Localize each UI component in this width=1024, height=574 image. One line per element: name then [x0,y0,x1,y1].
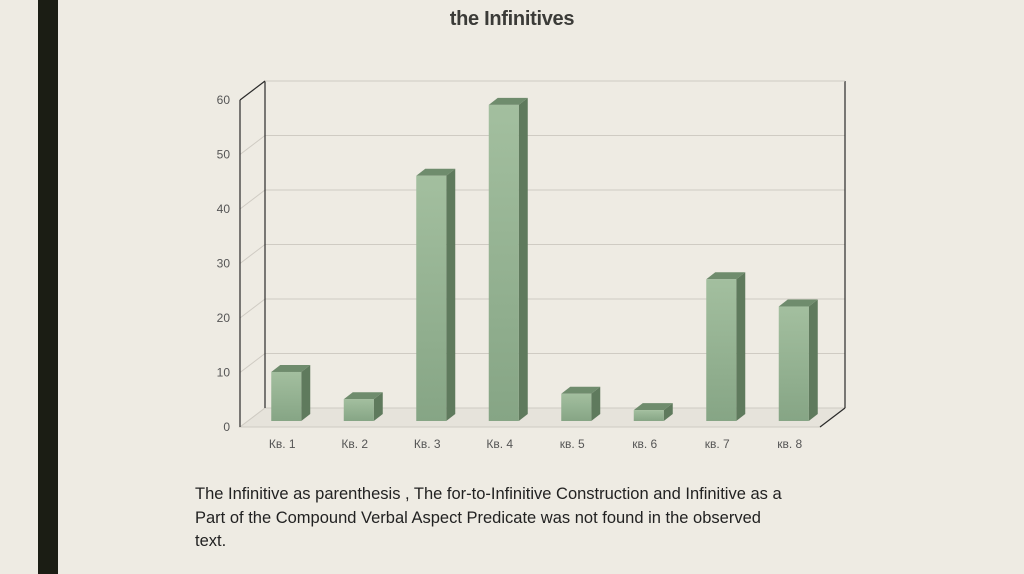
bar-side [518,97,528,422]
bar-top [778,299,818,307]
bar-top [416,168,456,176]
wall-top-edge [239,80,266,101]
y-tick-label: 0 [223,420,230,434]
bar-front [343,399,374,421]
bar-side [373,392,383,421]
bar-front [706,279,737,421]
gridline-side [239,353,266,373]
chart-bar [561,386,601,421]
bar-front [488,104,519,422]
chart-bar [706,272,746,421]
bar-side [591,386,601,421]
x-category-label: Кв. 2 [341,437,368,451]
chart-bar [271,364,311,421]
bar-side [808,299,818,421]
bar-top [488,97,528,105]
bar-top [706,272,746,280]
bar-side [301,364,311,421]
y-tick-label: 40 [217,202,231,216]
y-tick-label: 50 [217,148,231,162]
x-category-label: кв. 6 [632,437,657,451]
x-category-label: Кв. 3 [414,437,441,451]
chart-labels: 0 10 20 30 40 50 60 Кв. 1 Кв. 2 Кв. 3 Кв. 4 кв. 5 кв… [217,93,803,451]
bar-front [778,306,809,421]
bar-front [416,175,447,421]
chart-bar [416,168,456,421]
x-category-label: кв. 5 [560,437,585,451]
y-tick-label: 10 [217,366,231,380]
y-tick-label: 30 [217,257,231,271]
x-category-label: кв. 7 [705,437,730,451]
slide-caption: The Infinitive as parenthesis , The for-… [195,485,782,550]
bar-top [271,364,311,372]
chart-bar [488,97,528,422]
bar-front [271,371,302,421]
y-tick-label: 20 [217,311,231,325]
bar-top [343,392,383,400]
slide-title: the Infinitives [449,8,575,30]
chart-grid [238,80,847,428]
gridline-side [239,135,266,155]
bar-front [633,410,664,421]
bar-front [561,393,592,421]
y-tick-label: 60 [217,93,231,107]
gridline-side [239,298,266,319]
right-floor-edge [819,407,846,428]
left-accent-bar [38,0,58,574]
gridline-side [239,244,266,264]
gridline-side [239,189,266,210]
chart-bar [343,392,383,421]
chart-bars [271,97,818,422]
bar-side [736,272,746,421]
bar-top [561,386,601,394]
bar-top [633,403,673,411]
bar-side [663,403,673,421]
chart-floor [238,407,847,428]
x-category-label: кв. 8 [777,437,802,451]
x-category-label: Кв. 4 [486,437,513,451]
chart-bar [633,403,673,421]
chart-bar [778,299,818,421]
bar-side [446,168,456,421]
chart-axes [239,80,846,428]
x-category-label: Кв. 1 [269,437,296,451]
